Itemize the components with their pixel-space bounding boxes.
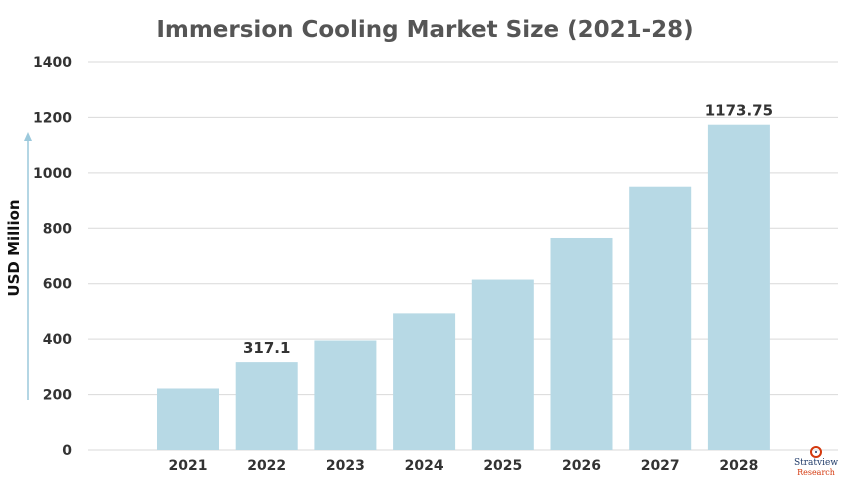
x-tick-label: 2024 — [405, 458, 444, 474]
x-tick-label: 2026 — [562, 458, 601, 474]
y-tick-label: 1400 — [33, 55, 72, 71]
x-tick-label: 2021 — [169, 458, 208, 474]
logo-mark-icon — [810, 446, 822, 458]
logo-brand: Stratview — [793, 458, 839, 468]
y-tick-label: 1200 — [33, 110, 72, 126]
data-label-2028: 1173.75 — [705, 102, 773, 120]
y-axis-arrow-head — [24, 132, 32, 141]
y-tick-label: 800 — [43, 221, 72, 237]
bars — [157, 124, 770, 450]
bar-2027 — [629, 186, 692, 450]
y-tick-label: 1000 — [33, 166, 72, 182]
bar-2024 — [393, 313, 456, 450]
y-tick-label: 0 — [62, 443, 72, 459]
y-axis: USD Million — [5, 132, 32, 400]
chart-title: Immersion Cooling Market Size (2021-28) — [156, 17, 693, 43]
y-axis-ticks: 0 200 400 600 800 1000 1200 1400 — [33, 55, 72, 459]
bar-2028 — [707, 124, 770, 450]
x-tick-label: 2027 — [641, 458, 680, 474]
data-labels: 317.1 1173.75 — [243, 102, 773, 357]
logo-sub: Research — [797, 468, 835, 477]
bar-2023 — [314, 340, 377, 450]
y-tick-label: 400 — [43, 332, 72, 348]
bar-2022 — [235, 362, 298, 450]
y-tick-label: 200 — [43, 388, 72, 404]
x-tick-label: 2023 — [326, 458, 365, 474]
y-tick-label: 600 — [43, 277, 72, 293]
stratview-logo: Stratview Research — [786, 446, 846, 482]
x-tick-label: 2028 — [719, 458, 758, 474]
bar-2025 — [471, 279, 534, 450]
data-label-2022: 317.1 — [243, 339, 290, 357]
bar-2021 — [157, 388, 219, 450]
x-tick-label: 2022 — [247, 458, 286, 474]
x-axis-ticks: 2021 2022 2023 2024 2025 2026 2027 2028 — [169, 458, 759, 474]
y-axis-label: USD Million — [5, 199, 23, 296]
x-tick-label: 2025 — [483, 458, 522, 474]
bar-2026 — [550, 237, 613, 450]
